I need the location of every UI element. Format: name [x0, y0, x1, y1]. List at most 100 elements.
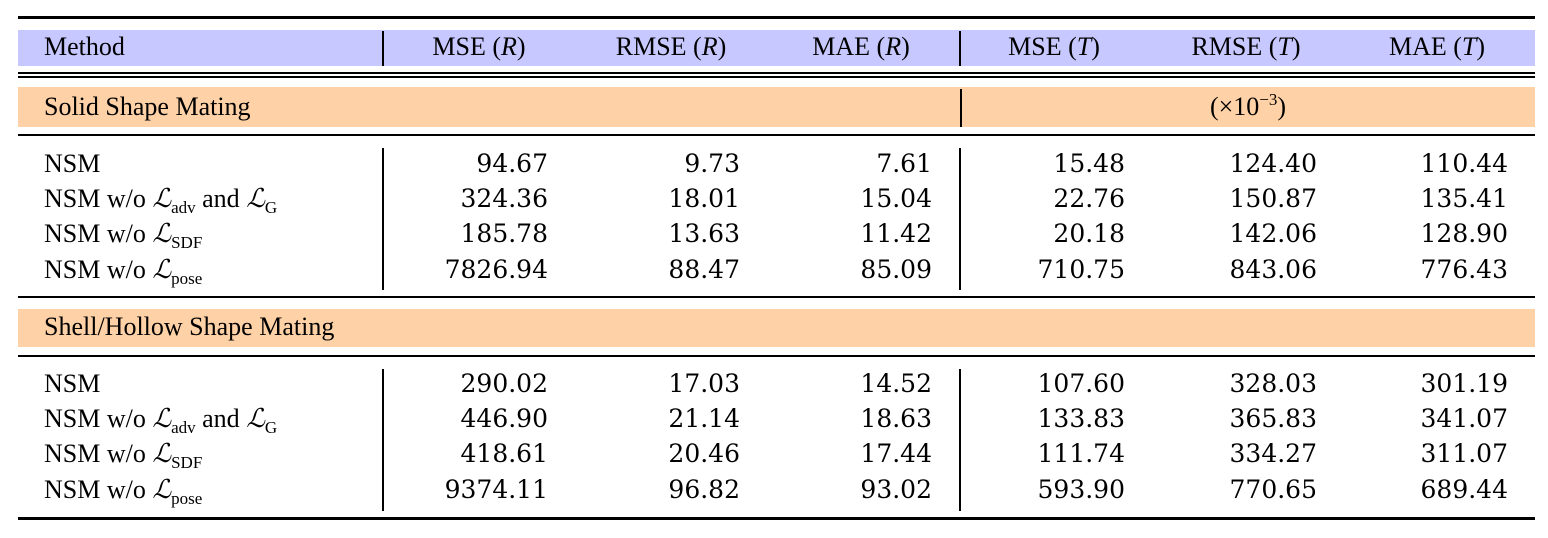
section-band-shell: [18, 309, 1535, 347]
label: NSM w/o: [44, 219, 153, 248]
header-method: Method: [44, 32, 125, 61]
header-mse-t: MSE (T): [970, 32, 1138, 62]
method-nsm: NSM: [44, 149, 100, 179]
header-rmse-r: RMSE (R): [580, 32, 762, 62]
var: T: [1461, 32, 1477, 61]
vline-shell-b: [959, 369, 961, 511]
label: NSM w/o: [44, 475, 153, 504]
value-cell: 418.61: [460, 439, 548, 468]
value-cell: 14.52: [860, 369, 932, 398]
value-cell: 128.90: [1420, 219, 1508, 248]
loss-sub: SDF: [171, 233, 203, 252]
scale-note: (×10−3): [1148, 90, 1348, 122]
top-rule: [18, 16, 1535, 19]
method-nsm-wo-adv-g: NSM w/o ℒadv and ℒG: [44, 184, 278, 217]
value-cell: 142.06: [1229, 219, 1317, 248]
section-band-solid: [18, 87, 1535, 127]
value-cell: 110.44: [1420, 149, 1508, 178]
value-cell: 133.83: [1037, 404, 1125, 433]
value-cell: 689.44: [1420, 475, 1508, 504]
close: ): [1476, 32, 1486, 61]
value-cell: 843.06: [1229, 255, 1317, 284]
header-rule-2: [18, 76, 1535, 78]
section-rule-solid: [18, 134, 1535, 136]
value-cell: 18.01: [668, 184, 740, 213]
method-nsm-wo-pose: NSM w/o ℒpose: [44, 255, 202, 287]
metric: MSE (: [432, 32, 502, 61]
metric: MAE (: [1388, 32, 1462, 61]
value-cell: 9374.11: [444, 475, 548, 504]
value-cell: 328.03: [1229, 369, 1317, 398]
label: NSM: [44, 149, 101, 178]
value-cell: 21.14: [668, 404, 740, 433]
scale-exp: −3: [1259, 90, 1278, 109]
scale-suffix: ): [1277, 92, 1287, 121]
value-cell: 7.61: [876, 149, 932, 178]
value-cell: 776.43: [1420, 255, 1508, 284]
var: T: [1277, 32, 1292, 61]
vline-header-a: [382, 31, 384, 66]
label: NSM w/o: [44, 255, 153, 284]
value-cell: 22.76: [1053, 184, 1125, 213]
vline-header-b: [959, 31, 961, 66]
method-nsm-wo-pose: NSM w/o ℒpose: [44, 475, 202, 507]
value-cell: 15.48: [1053, 149, 1125, 178]
var: T: [1076, 32, 1092, 61]
value-cell: 94.67: [476, 149, 548, 178]
vline-solid-note: [960, 89, 962, 127]
loss-symbol: ℒ: [152, 255, 172, 285]
value-cell: 770.65: [1229, 475, 1317, 504]
value-cell: 17.03: [668, 369, 740, 398]
value-cell: 107.60: [1037, 369, 1125, 398]
metric: RMSE (: [615, 32, 702, 61]
bottom-rule: [18, 517, 1535, 520]
label: NSM w/o: [44, 439, 153, 468]
close: ): [1091, 32, 1100, 61]
scale-prefix: (×10: [1209, 92, 1260, 121]
label: NSM w/o: [44, 404, 153, 433]
value-cell: 124.40: [1229, 149, 1317, 178]
method-nsm: NSM: [44, 369, 100, 399]
loss-sub: adv: [171, 418, 196, 437]
close: ): [717, 32, 727, 61]
loss-symbol: ℒ: [152, 439, 172, 469]
close: ): [901, 32, 910, 61]
metric: MSE (: [1008, 32, 1077, 61]
label: NSM: [44, 369, 101, 398]
loss-sub: SDF: [171, 453, 203, 472]
and: and: [195, 184, 247, 213]
value-cell: 111.74: [1037, 439, 1125, 468]
var: R: [501, 32, 517, 61]
method-nsm-wo-adv-g: NSM w/o ℒadv and ℒG: [44, 404, 277, 437]
header-mae-r: MAE (R): [780, 32, 942, 62]
value-cell: 7826.94: [444, 255, 548, 284]
value-cell: 13.63: [668, 219, 740, 248]
value-cell: 96.82: [668, 475, 740, 504]
close: ): [1291, 32, 1301, 61]
loss-sub: G: [264, 198, 278, 217]
header-rmse-t: RMSE (T): [1158, 32, 1334, 62]
label: NSM w/o: [44, 184, 153, 213]
value-cell: 20.18: [1053, 219, 1125, 248]
value-cell: 11.42: [860, 219, 932, 248]
loss-symbol: ℒ: [152, 404, 172, 434]
loss-sub: adv: [171, 198, 196, 217]
header-mse-r: MSE (R): [392, 32, 566, 62]
section-rule-shell: [18, 355, 1535, 357]
value-cell: 290.02: [460, 369, 548, 398]
loss-symbol: ℒ: [246, 184, 265, 214]
value-cell: 324.36: [460, 184, 548, 213]
vline-solid-b: [959, 148, 961, 290]
value-cell: 17.44: [860, 439, 932, 468]
section-title-solid: Solid Shape Mating: [44, 92, 251, 121]
and: and: [195, 404, 247, 433]
header-band: [18, 30, 1535, 66]
method-nsm-wo-sdf: NSM w/o ℒSDF: [44, 439, 203, 472]
close: ): [516, 32, 526, 61]
loss-symbol: ℒ: [152, 184, 172, 214]
value-cell: 20.46: [668, 439, 740, 468]
value-cell: 365.83: [1229, 404, 1317, 433]
header-mae-t: MAE (T): [1356, 32, 1518, 62]
var: R: [701, 32, 718, 61]
value-cell: 301.19: [1420, 369, 1508, 398]
